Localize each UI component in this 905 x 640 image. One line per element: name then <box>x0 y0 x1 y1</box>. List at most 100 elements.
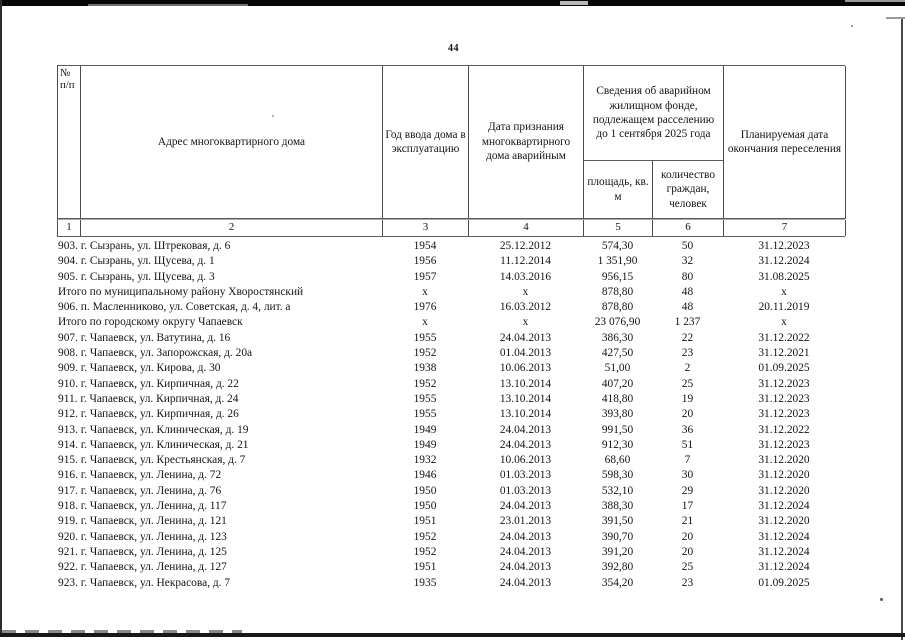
header-date-recognized: Дата признания многоквартирного дома ава… <box>469 66 584 219</box>
cell-address: Итого по городскому округу Чапаевск <box>58 316 243 329</box>
cell-date-recognized: 01.03.2013 <box>499 484 552 497</box>
cell-address: 916. г. Чапаевск, ул. Ленина, д. 72 <box>58 469 222 482</box>
cell-year: 1976 <box>413 301 437 314</box>
cell-address: 903. г. Сызрань, ул. Штрековая, д. 6 <box>58 240 231 252</box>
cell-year: x <box>422 285 428 298</box>
cell-area: 956,15 <box>601 270 634 283</box>
cell-planned-date: 31.12.2021 <box>758 347 810 360</box>
cell-planned-date: 31.08.2025 <box>758 270 810 283</box>
cell-year: 1956 <box>413 255 437 268</box>
header-fund-group: Сведения об аварийном жилищном фонде, по… <box>584 66 724 161</box>
cell-address: 918. г. Чапаевск, ул. Ленина, д. 117 <box>58 500 227 513</box>
cell-date-recognized: x <box>522 285 529 298</box>
table-row: 922. г. Чапаевск, ул. Ленина, д. 127 195… <box>57 560 845 575</box>
cell-address: 908. г. Чапаевск, ул. Запорожская, д. 20… <box>58 347 253 360</box>
scan-artifact-speck <box>272 115 274 117</box>
cell-citizens: 21 <box>681 515 694 528</box>
table-header: № п/п Адрес многоквартирного дома Год вв… <box>57 65 846 219</box>
cell-date-recognized: 24.04.2013 <box>499 438 552 451</box>
cell-area: 386,30 <box>601 331 634 344</box>
cell-date-recognized: 24.04.2013 <box>499 576 552 589</box>
table-row: 919. г. Чапаевск, ул. Ленина, д. 121 195… <box>57 514 845 529</box>
table-row: 910. г. Чапаевск, ул. Кирпичная, д. 22 1… <box>57 377 845 392</box>
cell-planned-date: 31.12.2024 <box>758 530 810 543</box>
cell-citizens: 48 <box>681 301 694 314</box>
table-row: Итого по городскому округу Чапаевск x x … <box>57 315 845 330</box>
cell-year: 1932 <box>413 454 437 467</box>
cell-area: 393,80 <box>601 408 634 421</box>
scan-artifact-speck <box>851 25 853 27</box>
cell-area: 390,70 <box>601 530 634 543</box>
header-area: площадь, кв. м <box>584 161 653 219</box>
cell-planned-date: 31.12.2020 <box>758 484 810 497</box>
cell-year: 1957 <box>413 270 437 283</box>
cell-address: 915. г. Чапаевск, ул. Крестьянская, д. 7 <box>58 454 246 467</box>
cell-planned-date: 01.09.2025 <box>758 362 810 375</box>
cell-address: 906. п. Масленниково, ул. Советская, д. … <box>58 301 291 314</box>
cell-area: 427,50 <box>601 347 634 360</box>
cell-area: 912,30 <box>601 438 634 451</box>
cell-address: 910. г. Чапаевск, ул. Кирпичная, д. 22 <box>58 377 239 390</box>
cell-address: 909. г. Чапаевск, ул. Кирова, д. 30 <box>58 362 221 375</box>
cell-year: 1949 <box>413 438 437 451</box>
cell-citizens: 22 <box>681 331 694 344</box>
header-address: Адрес многоквартирного дома <box>81 66 383 219</box>
cell-citizens: 80 <box>681 270 694 283</box>
cell-area: 388,30 <box>601 500 634 513</box>
cell-year: 1951 <box>413 561 437 574</box>
cell-area: 392,80 <box>601 561 634 574</box>
table-row: 904. г. Сызрань, ул. Щусева, д. 1 1956 1… <box>57 254 845 269</box>
scan-artifact-top-bar-light <box>88 4 248 6</box>
table-row: 909. г. Чапаевск, ул. Кирова, д. 30 1938… <box>57 361 845 376</box>
cell-citizens: 50 <box>681 240 694 252</box>
cell-planned-date: 31.12.2023 <box>758 240 810 252</box>
table-row: 923. г. Чапаевск, ул. Некрасова, д. 7 19… <box>57 576 845 591</box>
cell-date-recognized: 10.06.2013 <box>499 454 552 467</box>
cell-planned-date: 31.12.2024 <box>758 545 810 558</box>
cell-area: 391,50 <box>601 515 634 528</box>
cell-planned-date: 31.12.2024 <box>758 255 810 268</box>
cell-planned-date: 31.12.2022 <box>758 331 810 344</box>
cell-year: 1950 <box>413 500 437 513</box>
cell-address: 907. г. Чапаевск, ул. Ватутина, д. 16 <box>58 331 231 344</box>
column-number: 1 <box>58 220 81 236</box>
cell-planned-date: x <box>781 316 787 329</box>
cell-address: Итого по муниципальному району Хворостян… <box>58 285 304 298</box>
cell-year: 1950 <box>413 484 437 497</box>
table-row: 905. г. Сызрань, ул. Щусева, д. 3 1957 1… <box>57 270 845 285</box>
cell-address: 920. г. Чапаевск, ул. Ленина, д. 123 <box>58 530 227 543</box>
column-number-row: 1 2 3 4 5 6 7 <box>57 219 846 237</box>
cell-planned-date: 31.12.2020 <box>758 469 810 482</box>
cell-planned-date: 31.12.2023 <box>758 392 810 405</box>
table-body: 903. г. Сызрань, ул. Штрековая, д. 6 195… <box>57 237 845 591</box>
column-number: 6 <box>653 220 724 236</box>
scan-artifact-right-tick <box>886 17 905 19</box>
cell-year: 1952 <box>413 377 437 390</box>
cell-address: 922. г. Чапаевск, ул. Ленина, д. 127 <box>58 561 227 574</box>
cell-citizens: 23 <box>681 347 694 360</box>
cell-date-recognized: 13.10.2014 <box>499 377 552 390</box>
page-number: 44 <box>448 43 459 54</box>
cell-address: 914. г. Чапаевск, ул. Клиническая, д. 21 <box>58 438 249 451</box>
cell-date-recognized: 24.04.2013 <box>499 545 552 558</box>
cell-date-recognized: 13.10.2014 <box>499 408 552 421</box>
cell-planned-date: x <box>781 285 787 298</box>
cell-date-recognized: x <box>522 316 529 329</box>
cell-year: 1951 <box>413 515 437 528</box>
cell-year: 1952 <box>413 347 437 360</box>
cell-date-recognized: 24.04.2013 <box>499 423 552 436</box>
cell-planned-date: 31.12.2020 <box>758 515 810 528</box>
header-citizens: количество граждан, человек <box>653 161 724 219</box>
cell-citizens: 51 <box>681 438 694 451</box>
cell-area: 68,60 <box>604 454 631 467</box>
cell-planned-date: 31.12.2023 <box>758 377 810 390</box>
cell-year: 1952 <box>413 545 437 558</box>
cell-year: 1946 <box>413 469 437 482</box>
cell-address: 912. г. Чапаевск, ул. Кирпичная, д. 26 <box>58 408 239 421</box>
cell-area: 991,50 <box>601 423 634 436</box>
cell-area: 418,80 <box>601 392 634 405</box>
cell-area: 1 351,90 <box>597 255 638 268</box>
table-row: 916. г. Чапаевск, ул. Ленина, д. 72 1946… <box>57 468 845 483</box>
cell-date-recognized: 24.04.2013 <box>499 530 552 543</box>
